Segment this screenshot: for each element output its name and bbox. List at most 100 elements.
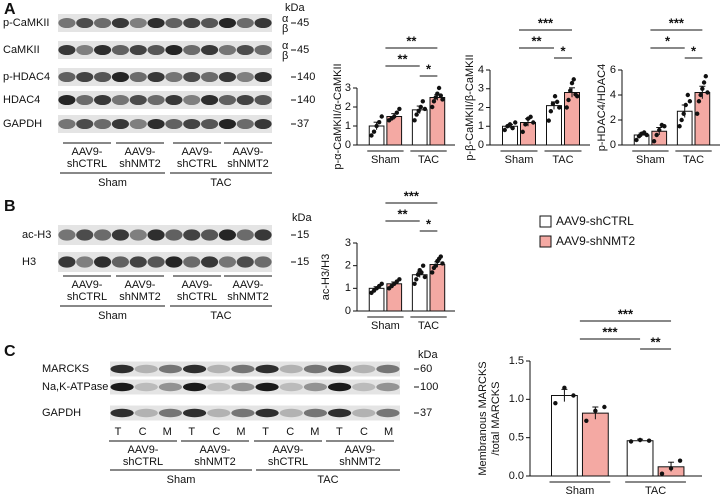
blot-band — [183, 17, 201, 29]
marker-label: 15 — [297, 256, 309, 268]
lane-label: shCTRL — [67, 291, 107, 303]
blot-band — [327, 382, 352, 392]
blot-band — [207, 364, 231, 374]
data-point — [562, 385, 567, 391]
blot-band — [134, 408, 158, 418]
data-point — [433, 263, 438, 268]
blot-band — [147, 71, 165, 83]
data-point — [571, 77, 576, 82]
blot-band — [254, 44, 272, 56]
blot-band — [231, 364, 255, 374]
blot-band — [201, 256, 219, 268]
lane-label: shCTRL — [268, 456, 308, 468]
blot-band — [236, 229, 254, 241]
lane-label: shCTRL — [177, 291, 217, 303]
fraction-label: M — [384, 426, 393, 438]
significance-label: *** — [618, 306, 634, 321]
x-tick-label: TAC — [418, 154, 439, 166]
blot-band — [134, 382, 158, 392]
y-tick-label: 4 — [478, 64, 484, 76]
lane-label: AAV9- — [345, 444, 376, 456]
blot-band — [182, 408, 207, 418]
panel-label: A — [4, 1, 16, 18]
blot-band — [76, 229, 94, 241]
data-point — [553, 400, 558, 406]
data-point — [685, 92, 691, 98]
lane-label: shNMT2 — [227, 291, 269, 303]
blot-row-label: MARCKS — [42, 363, 89, 375]
data-point — [513, 120, 518, 125]
data-point — [681, 111, 686, 116]
data-point — [412, 281, 417, 286]
data-point — [546, 118, 551, 123]
blot-band — [165, 17, 183, 29]
blot-band — [134, 364, 158, 374]
blot-band — [218, 71, 236, 83]
data-point — [662, 124, 667, 129]
blot-band — [183, 118, 201, 130]
panel-label: B — [4, 198, 16, 215]
blot-band — [207, 382, 231, 392]
blot-band — [201, 71, 219, 83]
blot-band — [158, 382, 183, 392]
lane-label: AAV9- — [125, 279, 156, 291]
blot — [58, 225, 272, 245]
blot-band — [76, 94, 94, 106]
blot-band — [147, 256, 165, 268]
x-tick-label: TAC — [418, 320, 439, 332]
blot — [110, 361, 400, 377]
blot-band — [236, 44, 254, 56]
data-point — [415, 272, 421, 277]
unit-label: kDa — [285, 2, 305, 14]
marker-label: 140 — [297, 94, 315, 106]
blot-band — [129, 256, 147, 268]
y-tick-label: 0 — [345, 139, 351, 151]
blot-band — [255, 408, 279, 418]
blot-band — [218, 44, 236, 56]
data-point — [438, 93, 443, 98]
fraction-label: T — [262, 426, 269, 438]
fraction-label: M — [236, 426, 245, 438]
bar — [626, 440, 654, 477]
data-point — [584, 418, 589, 423]
fraction-label: M — [310, 426, 319, 438]
blot-band — [58, 44, 76, 56]
blot-band — [58, 256, 76, 268]
bar — [551, 395, 578, 477]
data-point — [523, 122, 528, 127]
fraction-label: C — [212, 426, 220, 438]
blot-band — [165, 94, 183, 106]
significance-label: *** — [538, 15, 554, 30]
data-point — [520, 129, 525, 135]
data-point — [379, 114, 384, 119]
blot-band — [236, 71, 254, 83]
blot-band — [147, 118, 165, 130]
data-point — [571, 393, 576, 398]
y-tick-label: 1.0 — [509, 393, 524, 405]
group-label: Sham — [98, 310, 127, 322]
data-point — [687, 99, 693, 104]
data-point — [440, 261, 445, 266]
blot-band — [201, 44, 219, 56]
x-tick-label: Sham — [636, 154, 665, 166]
y-axis-label: p-α-CaMKII/α-CaMKII — [332, 63, 344, 169]
blot-band — [218, 229, 236, 241]
blot-band — [147, 229, 165, 241]
blot-band — [254, 94, 272, 106]
blot-band — [110, 382, 134, 392]
isoform-label: α — [282, 40, 289, 52]
data-point — [394, 110, 400, 115]
lane-label: shNMT2 — [227, 158, 269, 170]
data-point — [433, 95, 438, 100]
blot-band — [303, 408, 328, 418]
group-label: TAC — [317, 474, 338, 486]
y-axis-label: p-β-CaMKII/β-CaMKII — [464, 54, 476, 160]
blot-band — [165, 118, 183, 130]
blot-band — [111, 256, 129, 268]
blot-band — [201, 229, 219, 241]
x-tick-label: TAC — [683, 154, 704, 166]
data-point — [371, 129, 377, 134]
blot-row-label: Na,K-ATPase — [42, 381, 108, 393]
blot-band — [201, 94, 219, 106]
fraction-label: T — [336, 426, 343, 438]
